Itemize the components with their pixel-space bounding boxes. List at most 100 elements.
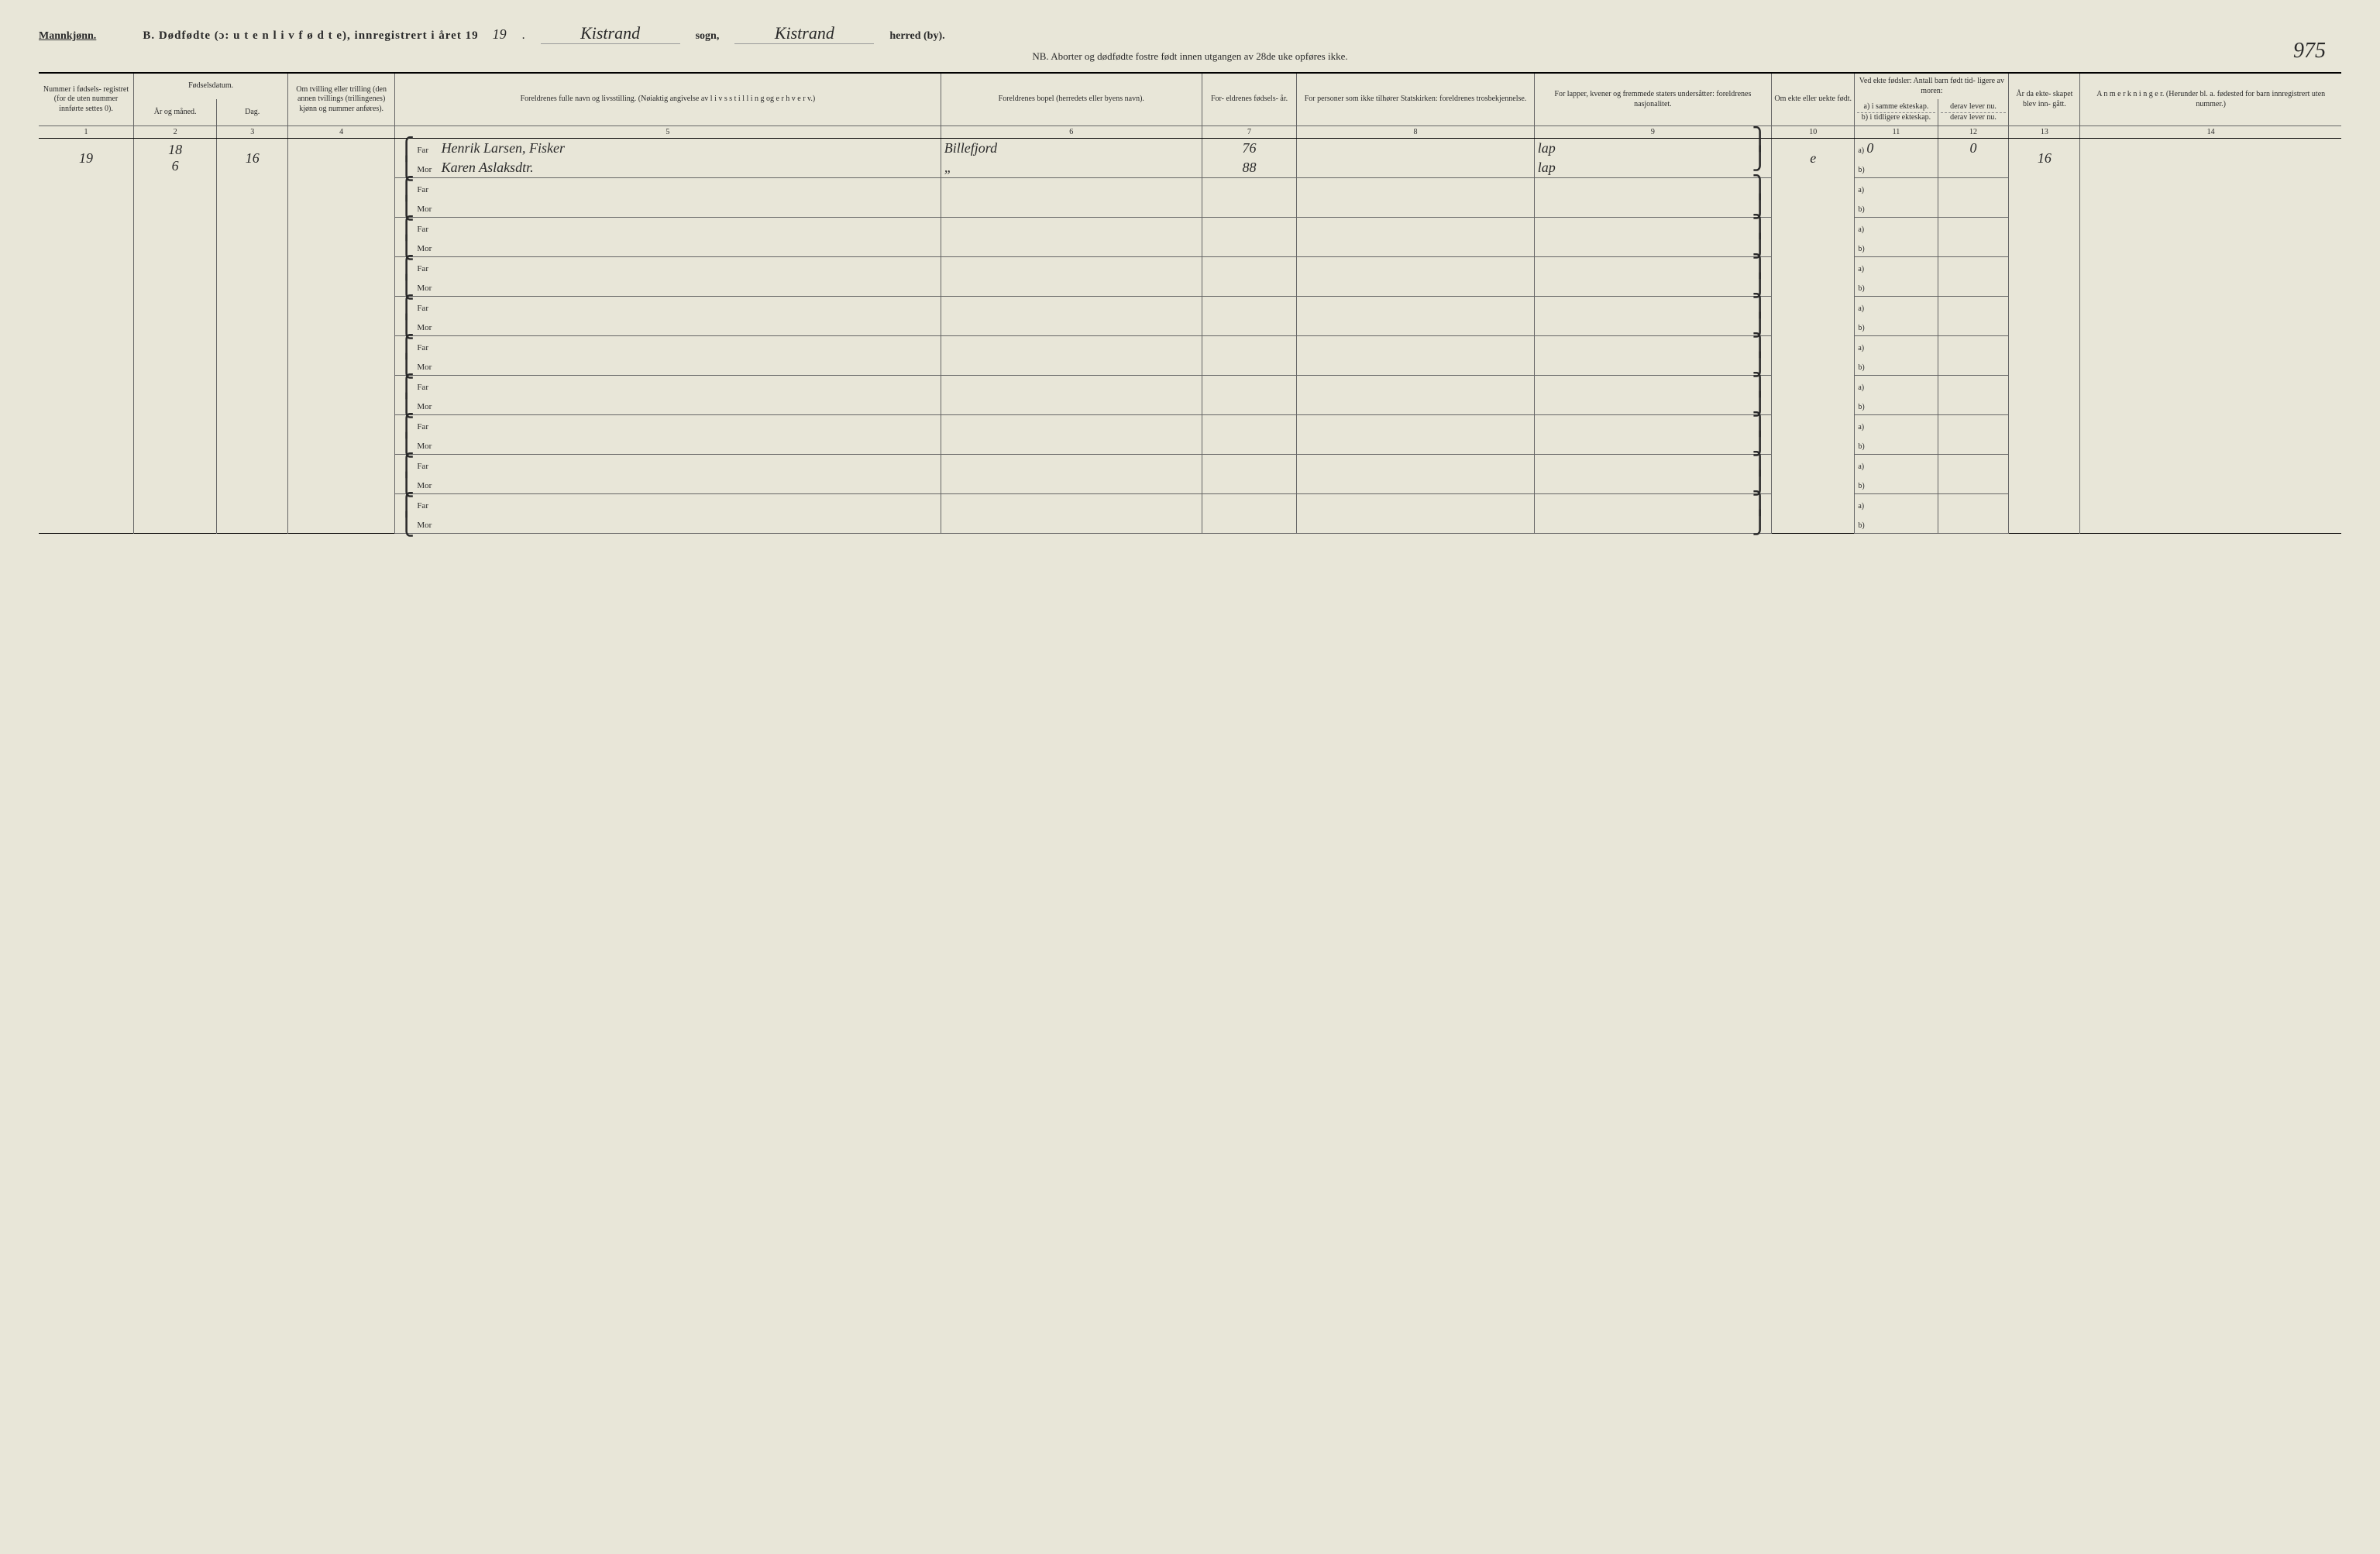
cell-twin	[288, 178, 395, 218]
cell-num	[39, 494, 134, 534]
cell-far-bopel	[941, 494, 1202, 514]
cell-a-lever	[1938, 257, 2009, 277]
cell-far-tros	[1297, 178, 1534, 198]
cell-a: a)	[1855, 257, 1938, 277]
cell-ekteskap-year	[2009, 415, 2080, 455]
cell-mor-bopel	[941, 356, 1202, 376]
cell-ekteskap-year: 16	[2009, 139, 2080, 178]
cell-num	[39, 178, 134, 218]
cell-a-lever	[1938, 415, 2009, 435]
table-row-far: ⎧ Far ⎫a)	[39, 218, 2341, 238]
cell-num	[39, 336, 134, 376]
cell-mor-year: 88	[1202, 158, 1297, 178]
col-13-header: År da ekte- skapet blev inn- gått.	[2009, 73, 2080, 126]
cell-mor-name: ⎩ Mor	[395, 316, 941, 336]
cell-far-name: ⎧ Far	[395, 376, 941, 396]
cell-a: a)	[1855, 415, 1938, 435]
cell-day	[217, 257, 288, 297]
cell-b: b)	[1855, 237, 1938, 257]
cell-far-tros	[1297, 218, 1534, 238]
cell-ekte	[1772, 336, 1855, 376]
colnum-6: 6	[941, 126, 1202, 139]
register-page: Mannkjønn. B. Dødfødte (ɔ: u t e n l i v…	[39, 23, 2341, 534]
col-2-top-header: Fødselsdatum.	[134, 73, 288, 99]
cell-a: a)	[1855, 336, 1938, 356]
cell-mor-nat: ⎭	[1534, 395, 1771, 415]
cell-ekte	[1772, 455, 1855, 494]
cell-twin	[288, 218, 395, 257]
cell-yearmonth	[134, 376, 217, 415]
cell-twin	[288, 257, 395, 297]
cell-mor-name: ⎩ Mor	[395, 435, 941, 455]
colnum-7: 7	[1202, 126, 1297, 139]
col-10-header: Om ekte eller uekte født.	[1772, 73, 1855, 126]
cell-mor-bopel	[941, 474, 1202, 494]
cell-a: a)	[1855, 455, 1938, 475]
cell-far-name: ⎧ Far Henrik Larsen, Fisker	[395, 139, 941, 159]
cell-anm	[2080, 455, 2341, 494]
cell-day	[217, 178, 288, 218]
cell-mor-tros	[1297, 474, 1534, 494]
cell-far-nat: ⎫	[1534, 218, 1771, 238]
cell-ekte	[1772, 218, 1855, 257]
cell-mor-year	[1202, 474, 1297, 494]
cell-twin	[288, 376, 395, 415]
cell-yearmonth	[134, 218, 217, 257]
cell-mor-name: ⎩ Mor	[395, 356, 941, 376]
cell-far-tros	[1297, 139, 1534, 159]
cell-far-bopel	[941, 376, 1202, 396]
cell-b-lever	[1938, 277, 2009, 297]
cell-a-lever	[1938, 218, 2009, 238]
cell-mor-bopel	[941, 316, 1202, 336]
cell-ekte	[1772, 494, 1855, 534]
cell-anm	[2080, 376, 2341, 415]
col-7-header: For- eldrenes fødsels- år.	[1202, 73, 1297, 126]
cell-mor-tros	[1297, 198, 1534, 218]
cell-anm	[2080, 139, 2341, 178]
colnum-4: 4	[288, 126, 395, 139]
cell-mor-nat: ⎭	[1534, 435, 1771, 455]
cell-mor-bopel	[941, 237, 1202, 257]
colnum-13: 13	[2009, 126, 2080, 139]
table-row-far: ⎧ Far ⎫a)	[39, 336, 2341, 356]
cell-ekteskap-year	[2009, 218, 2080, 257]
nb-note: NB. Aborter og dødfødte fostre født inne…	[39, 50, 2341, 63]
cell-far-nat: ⎫	[1534, 455, 1771, 475]
cell-ekteskap-year	[2009, 178, 2080, 218]
cell-far-tros	[1297, 257, 1534, 277]
cell-mor-bopel	[941, 514, 1202, 534]
cell-mor-name: ⎩ Mor	[395, 237, 941, 257]
cell-far-year	[1202, 455, 1297, 475]
colnum-2: 2	[134, 126, 217, 139]
sogn-value: Kistrand	[541, 23, 680, 44]
gender-label: Mannkjønn.	[39, 30, 96, 43]
cell-far-bopel	[941, 218, 1202, 238]
cell-day: 16	[217, 139, 288, 178]
colnum-1: 1	[39, 126, 134, 139]
cell-mor-nat: ⎭	[1534, 514, 1771, 534]
year-handwritten: 19	[493, 26, 507, 43]
cell-twin	[288, 494, 395, 534]
cell-num: 19	[39, 139, 134, 178]
cell-day	[217, 336, 288, 376]
cell-far-nat: ⎫	[1534, 297, 1771, 317]
cell-a-lever	[1938, 336, 2009, 356]
cell-a-lever	[1938, 494, 2009, 514]
cell-a-lever	[1938, 178, 2009, 198]
table-row-far: 1918616⎧ Far Henrik Larsen, FiskerBillef…	[39, 139, 2341, 159]
cell-num	[39, 257, 134, 297]
cell-ekte	[1772, 257, 1855, 297]
cell-far-year	[1202, 257, 1297, 277]
cell-a: a)	[1855, 297, 1938, 317]
table-row-far: ⎧ Far ⎫a)	[39, 297, 2341, 317]
cell-far-year	[1202, 297, 1297, 317]
cell-far-nat: ⎫	[1534, 257, 1771, 277]
cell-day	[217, 297, 288, 336]
sogn-label: sogn,	[696, 30, 720, 43]
cell-mor-year	[1202, 277, 1297, 297]
cell-anm	[2080, 257, 2341, 297]
cell-mor-year	[1202, 198, 1297, 218]
cell-far-name: ⎧ Far	[395, 178, 941, 198]
cell-b-lever	[1938, 356, 2009, 376]
cell-ekte: e	[1772, 139, 1855, 178]
